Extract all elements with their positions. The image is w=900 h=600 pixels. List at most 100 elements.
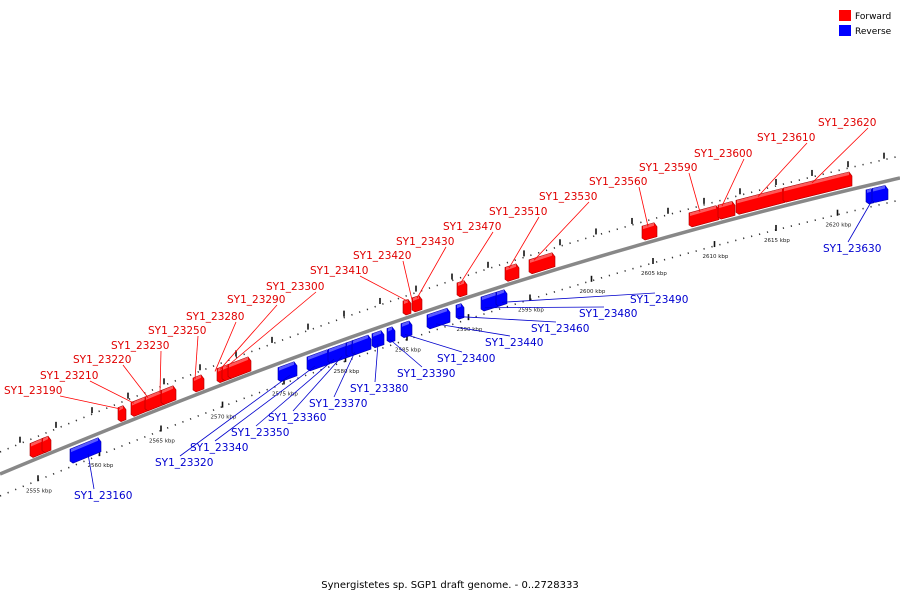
forward-gene-label: SY1_23250 (148, 325, 206, 337)
reverse-gene-label: SY1_23340 (190, 442, 248, 454)
kbp-tick-label: 2570 kbp (211, 415, 237, 421)
forward-gene-block (782, 171, 853, 203)
forward-callout-line (533, 201, 590, 261)
legend-reverse-swatch (839, 25, 851, 36)
legend: Forward Reverse (839, 10, 892, 37)
forward-gene-label: SY1_23300 (266, 281, 324, 293)
forward-callout-line (459, 231, 494, 285)
reverse-gene-label: SY1_23370 (309, 398, 367, 410)
reverse-callout-line (292, 356, 343, 412)
reverse-callout-line (255, 358, 335, 427)
forward-gene-label: SY1_23430 (396, 236, 454, 248)
reverse-gene-block (400, 320, 413, 339)
forward-gene-block (735, 188, 786, 215)
kbp-tick-label: 2580 kbp (334, 369, 360, 375)
reverse-gene-label: SY1_23160 (74, 490, 132, 502)
forward-gene-label: SY1_23560 (589, 176, 647, 188)
kbp-tick-label: 2620 kbp (826, 223, 852, 229)
forward-callout-line (89, 380, 135, 404)
forward-gene-block (717, 201, 736, 220)
kbp-tick-label: 2615 kbp (764, 238, 790, 244)
reverse-gene-block (495, 289, 508, 307)
legend-forward-label: Forward (855, 12, 891, 22)
forward-callout-line (757, 142, 808, 197)
forward-callout-line (688, 172, 701, 213)
reverse-gene-label: SY1_23320 (155, 457, 213, 469)
reverse-gene-label: SY1_23380 (350, 383, 408, 395)
forward-gene-block (117, 405, 127, 422)
forward-callout-line (159, 350, 162, 393)
forward-gene-label: SY1_23510 (489, 206, 547, 218)
forward-callout-line (194, 335, 199, 380)
legend-reverse-label: Reverse (855, 27, 892, 37)
forward-gene-block (688, 205, 720, 228)
forward-gene-label: SY1_23210 (40, 370, 98, 382)
forward-gene-label: SY1_23590 (639, 162, 697, 174)
forward-callout-line (811, 127, 869, 184)
reverse-callout-line (179, 374, 291, 457)
forward-gene-label: SY1_23420 (353, 250, 411, 262)
reverse-gene-label: SY1_23390 (397, 368, 455, 380)
forward-callout-line (122, 364, 149, 398)
forward-gene-block (641, 222, 658, 241)
kbp-tick-label: 2555 kbp (26, 488, 52, 494)
reverse-gene-block (871, 185, 889, 203)
forward-callout-line (721, 158, 745, 207)
forward-gene-block (402, 298, 412, 316)
kbp-tick-label: 2605 kbp (641, 271, 667, 277)
forward-gene-block (456, 280, 468, 298)
tick-marks: 2555 kbp 2560 kbp 2565 kbp 2570 kbp 2575 kbp… (19, 152, 885, 494)
kbp-tick-label: 2600 kbp (580, 289, 606, 295)
forward-gene-block (227, 356, 252, 379)
forward-gene-label: SY1_23220 (73, 354, 131, 366)
reverse-gene-block (371, 330, 385, 349)
kbp-tick-label: 2610 kbp (703, 254, 729, 260)
forward-callout-line (225, 291, 317, 368)
forward-callout-line (219, 304, 278, 370)
kbp-tick-label: 2595 kbp (518, 308, 544, 314)
forward-callout-line (214, 321, 237, 372)
reverse-gene-block (69, 437, 102, 464)
forward-callout-line (508, 216, 540, 269)
reverse-gene-label: SY1_23460 (531, 323, 589, 335)
kbp-tick-label: 2585 kbp (395, 348, 421, 354)
reverse-gene-block (277, 361, 298, 382)
kbp-tick-label: 2590 kbp (457, 327, 483, 333)
forward-callout-line (359, 275, 409, 302)
kbp-tick-label: 2565 kbp (149, 439, 175, 445)
reverse-callout-line (404, 333, 463, 353)
forward-callout-line (638, 186, 649, 227)
reverse-gene-label: SY1_23630 (823, 243, 881, 255)
kbp-tick-label: 2575 kbp (272, 391, 298, 397)
forward-gene-label: SY1_23230 (111, 340, 169, 352)
reverse-gene-block (351, 334, 372, 356)
forward-gene-label: SY1_23610 (757, 132, 815, 144)
reverse-callout-line (484, 306, 605, 309)
reverse-gene-block (386, 326, 396, 343)
reverse-gene-label: SY1_23400 (437, 353, 495, 365)
reverse-gene-label: SY1_23350 (231, 427, 289, 439)
forward-callout-line (402, 260, 413, 301)
reverse-callout-line (435, 323, 511, 337)
forward-gene-block (160, 385, 177, 405)
reverse-callout-line (333, 351, 356, 398)
forward-gene-label: SY1_23410 (310, 265, 368, 277)
caption: Synergistetes sp. SGP1 draft genome. - 0… (321, 580, 578, 591)
reverse-gene-label: SY1_23480 (579, 308, 637, 320)
reverse-gene-block (455, 303, 465, 320)
genome-backbone (0, 176, 900, 476)
reverse-callout-line (847, 200, 873, 243)
reverse-callout-line (457, 316, 557, 323)
gene-callouts: SY1_23190 SY1_23210 SY1_23220 SY1_23230 SY1_… (4, 117, 881, 502)
forward-gene-block (192, 374, 205, 393)
forward-gene-block (528, 252, 556, 275)
reverse-gene-label: SY1_23490 (630, 294, 688, 306)
reverse-gene-label: SY1_23440 (485, 337, 543, 349)
forward-callout-line (416, 246, 447, 299)
forward-gene-label: SY1_23190 (4, 385, 62, 397)
forward-gene-label: SY1_23290 (227, 294, 285, 306)
reverse-gene-block (306, 349, 331, 372)
gene-blocks (29, 171, 889, 464)
forward-gene-block (41, 435, 52, 453)
